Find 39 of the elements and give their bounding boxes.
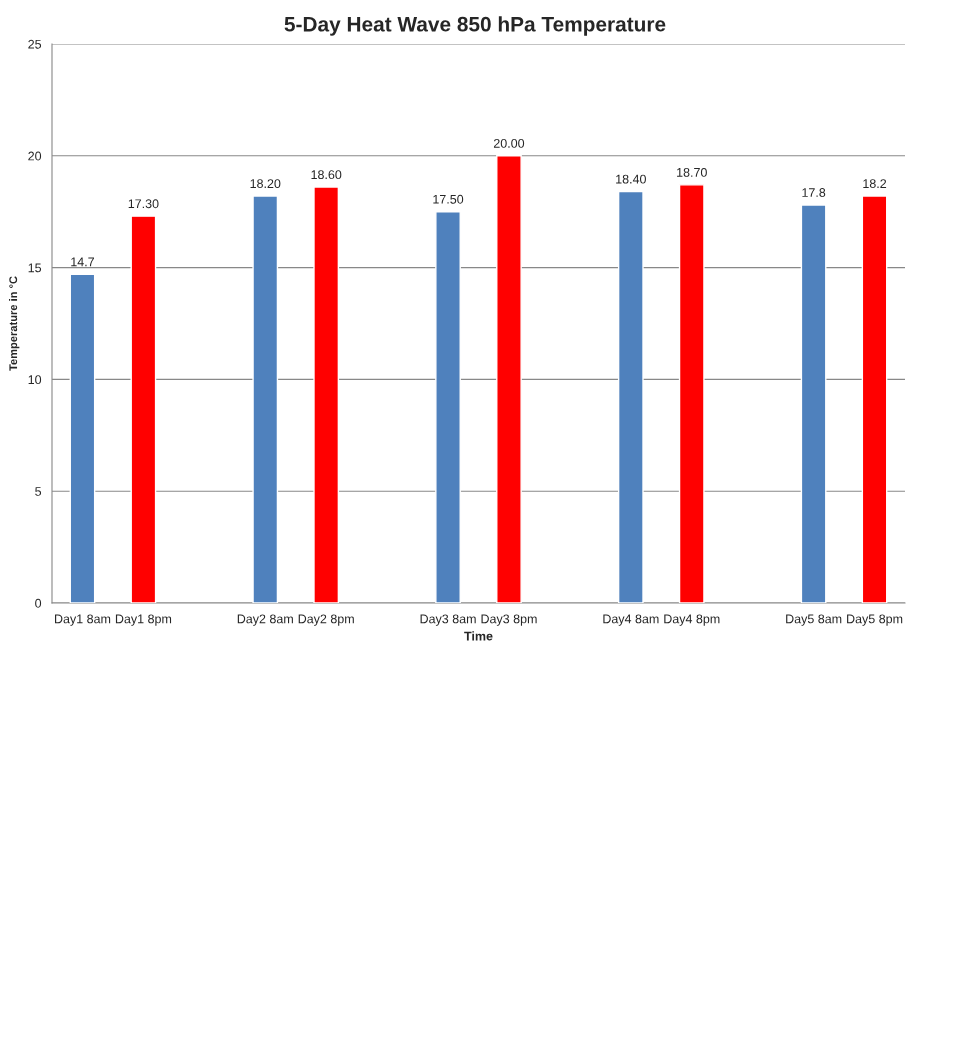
y-tick-label: 5 [35, 487, 42, 496]
bar [69, 273, 96, 603]
x-tick-label: Day5 8pm [847, 614, 903, 626]
data-label: 14.7 [71, 257, 94, 267]
data-label: 17.30 [128, 199, 159, 209]
data-label: 18.2 [863, 179, 887, 189]
bar [313, 186, 340, 603]
bar [861, 195, 888, 603]
data-label: 17.50 [433, 194, 464, 204]
bar [617, 190, 644, 603]
bar [130, 215, 157, 603]
x-tick-label: Day5 8am [786, 614, 842, 626]
y-tick-label: 0 [35, 598, 42, 608]
chart-title: 5-Day Heat Wave 850 hPa Temperature [284, 16, 666, 36]
x-tick-label: Day3 8am [420, 614, 476, 626]
bar [435, 211, 461, 603]
bar [678, 184, 705, 603]
x-tick-label: Day4 8pm [664, 614, 720, 626]
x-tick-label: Day3 8pm [481, 614, 537, 626]
data-label: 17.8 [802, 188, 826, 197]
data-label: 18.60 [311, 170, 342, 180]
x-tick-label: Day2 8pm [298, 614, 354, 626]
y-tick-label: 20 [28, 151, 42, 161]
x-tick-label: Day4 8am [603, 614, 659, 626]
data-label: 18.20 [250, 179, 281, 189]
y-axis-title: Temperature in °C [8, 276, 20, 371]
bar [800, 204, 827, 603]
y-tick-label: 25 [28, 39, 42, 49]
y-tick-label: 10 [28, 375, 42, 385]
bar [252, 195, 279, 603]
y-tick-label: 15 [28, 263, 42, 273]
bar [496, 155, 522, 603]
x-tick-label: Day2 8am [237, 614, 293, 626]
data-label: 18.70 [677, 167, 707, 177]
data-label: 20.00 [493, 138, 525, 148]
x-tick-label: Day1 8am [55, 614, 111, 626]
data-label: 18.40 [616, 174, 646, 184]
x-axis-title: Time [464, 631, 493, 641]
x-tick-label: Day1 8pm [115, 614, 172, 626]
